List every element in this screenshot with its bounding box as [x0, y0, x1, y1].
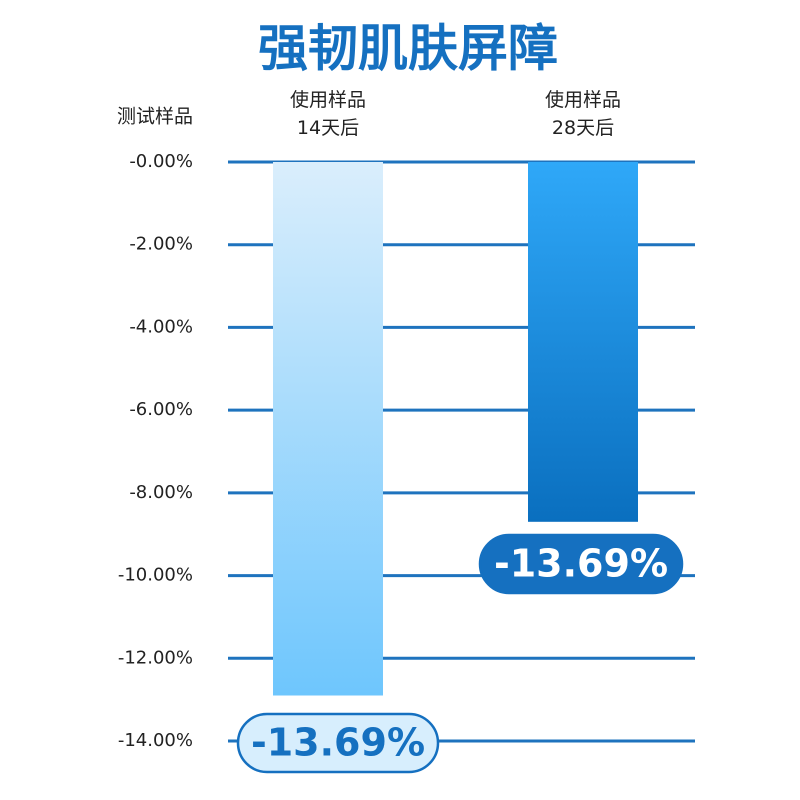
bar	[528, 162, 638, 522]
y-tick-label: -10.00%	[118, 565, 193, 586]
y-tick-label: -0.00%	[129, 151, 193, 172]
y-tick-label: -4.00%	[129, 316, 193, 337]
annotation: -13.69%	[494, 542, 668, 586]
y-tick-label: -12.00%	[118, 647, 193, 668]
y-axis-label: 测试样品	[117, 106, 193, 128]
x-tick-label: 使用样品 14天后	[289, 89, 366, 139]
annotation: -13.69%	[251, 721, 425, 765]
annotation-box	[478, 533, 684, 595]
y-tick-label: -6.00%	[129, 399, 193, 420]
x-tick-label: 使用样品 28天后	[544, 89, 621, 139]
chart-title: 强韧肌肤屏障	[258, 20, 558, 78]
y-tick-label: -2.00%	[129, 234, 193, 255]
annotation-box	[236, 712, 440, 774]
y-tick-label: -8.00%	[129, 482, 193, 503]
y-tick-label: -14.00%	[118, 730, 193, 751]
bar	[273, 162, 383, 696]
